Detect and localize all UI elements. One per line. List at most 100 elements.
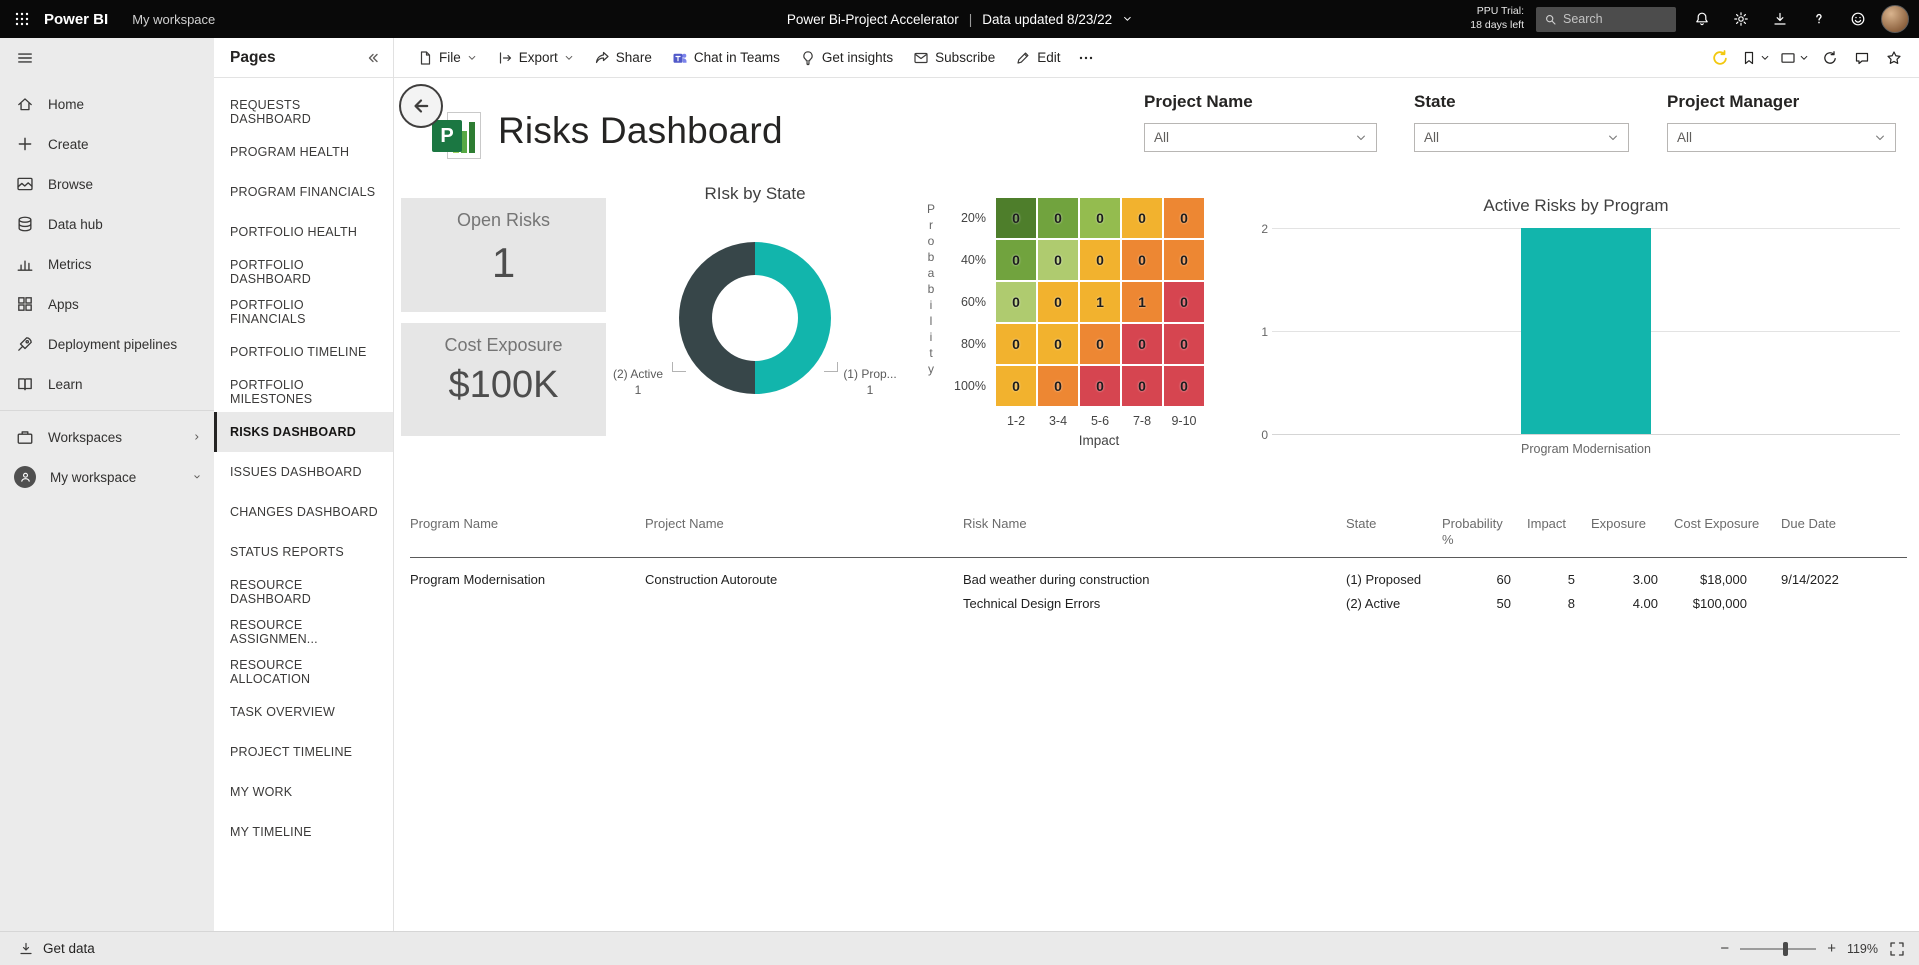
- global-search[interactable]: [1536, 6, 1676, 32]
- project-manager-dropdown[interactable]: All: [1667, 123, 1896, 152]
- help-button[interactable]: [1799, 0, 1838, 38]
- heatmap-cell[interactable]: 0: [1038, 324, 1078, 364]
- sidebar-item-deployment-pipelines[interactable]: Deployment pipelines: [0, 324, 214, 364]
- heatmap-cell[interactable]: 0: [1164, 282, 1204, 322]
- chevron-down-icon[interactable]: [1122, 14, 1132, 24]
- heatmap-cell[interactable]: 0: [996, 240, 1036, 280]
- collapse-panel-icon[interactable]: [365, 50, 381, 66]
- column-header[interactable]: Program Name: [410, 516, 499, 531]
- sidebar-item-data-hub[interactable]: Data hub: [0, 204, 214, 244]
- page-item[interactable]: RESOURCE DASHBOARD: [230, 578, 311, 606]
- table-row[interactable]: Program Modernisation Construction Autor…: [410, 568, 1907, 592]
- workspace-breadcrumb[interactable]: My workspace: [132, 11, 216, 27]
- page-item[interactable]: PORTFOLIO HEALTH: [230, 225, 358, 239]
- heatmap-cell[interactable]: 0: [996, 324, 1036, 364]
- fit-to-page-icon[interactable]: [1889, 941, 1905, 957]
- share-button[interactable]: Share: [585, 43, 661, 73]
- sidebar-item-workspaces[interactable]: Workspaces: [0, 417, 214, 457]
- heatmap-cell[interactable]: 0: [1080, 198, 1120, 238]
- page-item[interactable]: ISSUES DASHBOARD: [230, 465, 362, 479]
- notifications-button[interactable]: [1682, 0, 1721, 38]
- heatmap-cell[interactable]: 0: [1080, 240, 1120, 280]
- nav-collapse-button[interactable]: [0, 38, 214, 78]
- page-item[interactable]: PORTFOLIO MILESTONES: [230, 378, 313, 406]
- refresh-button[interactable]: [1815, 42, 1845, 74]
- file-menu-button[interactable]: File: [408, 43, 486, 73]
- user-avatar[interactable]: [1881, 5, 1909, 33]
- sidebar-item-apps[interactable]: Apps: [0, 284, 214, 324]
- column-header[interactable]: Due Date: [1781, 516, 1836, 531]
- heatmap-cell[interactable]: 0: [1164, 324, 1204, 364]
- page-item[interactable]: CHANGES DASHBOARD: [230, 505, 378, 519]
- sidebar-item-metrics[interactable]: Metrics: [0, 244, 214, 284]
- column-header[interactable]: State: [1346, 516, 1377, 531]
- page-item[interactable]: PROGRAM FINANCIALS: [230, 185, 376, 199]
- view-button[interactable]: [1776, 42, 1813, 74]
- chat-in-teams-button[interactable]: Chat in Teams: [663, 43, 789, 73]
- heatmap-cell[interactable]: 0: [1164, 240, 1204, 280]
- heatmap-cell[interactable]: 0: [996, 282, 1036, 322]
- project-name-dropdown[interactable]: All: [1144, 123, 1377, 152]
- state-dropdown[interactable]: All: [1414, 123, 1629, 152]
- favorite-button[interactable]: [1879, 42, 1909, 74]
- page-item[interactable]: MY TIMELINE: [230, 825, 312, 839]
- heatmap-cell[interactable]: 0: [1122, 240, 1162, 280]
- sidebar-item-browse[interactable]: Browse: [0, 164, 214, 204]
- zoom-slider[interactable]: [1740, 941, 1817, 956]
- heatmap-cell[interactable]: 0: [1122, 198, 1162, 238]
- feedback-button[interactable]: [1838, 0, 1877, 38]
- column-header[interactable]: Probability %: [1442, 516, 1503, 548]
- heatmap-cell[interactable]: 0: [1080, 324, 1120, 364]
- data-updated-label[interactable]: Data updated 8/23/22: [982, 11, 1113, 27]
- program-bar[interactable]: [1521, 228, 1651, 434]
- zoom-slider-handle[interactable]: [1782, 941, 1788, 956]
- page-item[interactable]: RESOURCE ALLOCATION: [230, 658, 311, 686]
- risk-by-state-ring[interactable]: [679, 242, 831, 394]
- heatmap-cell[interactable]: 0: [1038, 240, 1078, 280]
- settings-button[interactable]: [1721, 0, 1760, 38]
- get-insights-button[interactable]: Get insights: [791, 43, 902, 73]
- report-breadcrumb[interactable]: Power Bi-Project Accelerator: [786, 11, 959, 27]
- sidebar-item-learn[interactable]: Learn: [0, 364, 214, 404]
- back-button[interactable]: [399, 84, 443, 128]
- export-menu-button[interactable]: Export: [488, 43, 583, 73]
- page-item[interactable]: TASK OVERVIEW: [230, 705, 335, 719]
- heatmap-cell[interactable]: 0: [1164, 198, 1204, 238]
- page-item[interactable]: PORTFOLIO FINANCIALS: [230, 298, 306, 326]
- page-item[interactable]: PORTFOLIO DASHBOARD: [230, 258, 311, 286]
- page-item-selected[interactable]: RISKS DASHBOARD: [214, 412, 393, 452]
- heatmap-cell[interactable]: 0: [1038, 366, 1078, 406]
- page-item[interactable]: MY WORK: [230, 785, 293, 799]
- column-header[interactable]: Exposure: [1591, 516, 1646, 531]
- column-header[interactable]: Cost Exposure: [1674, 516, 1760, 531]
- zoom-in-button[interactable]: +: [1827, 940, 1836, 957]
- subscribe-button[interactable]: Subscribe: [904, 43, 1004, 73]
- heatmap-cell[interactable]: 0: [1038, 282, 1078, 322]
- table-row[interactable]: Technical Design Errors (2) Active 50 8 …: [410, 592, 1907, 616]
- page-item[interactable]: REQUESTS DASHBOARD: [230, 98, 311, 126]
- page-item[interactable]: PROJECT TIMELINE: [230, 745, 353, 759]
- get-data-button[interactable]: Get data: [0, 941, 200, 957]
- heatmap-cell[interactable]: 1: [1080, 282, 1120, 322]
- sidebar-item-home[interactable]: Home: [0, 84, 214, 124]
- heatmap-cell[interactable]: 0: [996, 366, 1036, 406]
- waffle-menu-button[interactable]: [0, 0, 44, 38]
- column-header[interactable]: Project Name: [645, 516, 724, 531]
- sidebar-item-my-workspace[interactable]: My workspace: [0, 457, 214, 497]
- page-item[interactable]: PROGRAM HEALTH: [230, 145, 350, 159]
- heatmap-cell[interactable]: 0: [1038, 198, 1078, 238]
- search-input[interactable]: [1563, 12, 1668, 26]
- edit-button[interactable]: Edit: [1006, 43, 1069, 73]
- heatmap-cell[interactable]: 0: [1122, 324, 1162, 364]
- bookmarks-button[interactable]: [1737, 42, 1774, 74]
- heatmap-cell[interactable]: 0: [1122, 366, 1162, 406]
- heatmap-cell[interactable]: 0: [996, 198, 1036, 238]
- page-item[interactable]: PORTFOLIO TIMELINE: [230, 345, 367, 359]
- page-item[interactable]: STATUS REPORTS: [230, 545, 344, 559]
- heatmap-cell[interactable]: 0: [1164, 366, 1204, 406]
- page-item[interactable]: RESOURCE ASSIGNMEN...: [230, 618, 318, 646]
- heatmap-cell[interactable]: 0: [1080, 366, 1120, 406]
- heatmap-cell[interactable]: 1: [1122, 282, 1162, 322]
- comments-button[interactable]: [1847, 42, 1877, 74]
- column-header[interactable]: Impact: [1527, 516, 1567, 531]
